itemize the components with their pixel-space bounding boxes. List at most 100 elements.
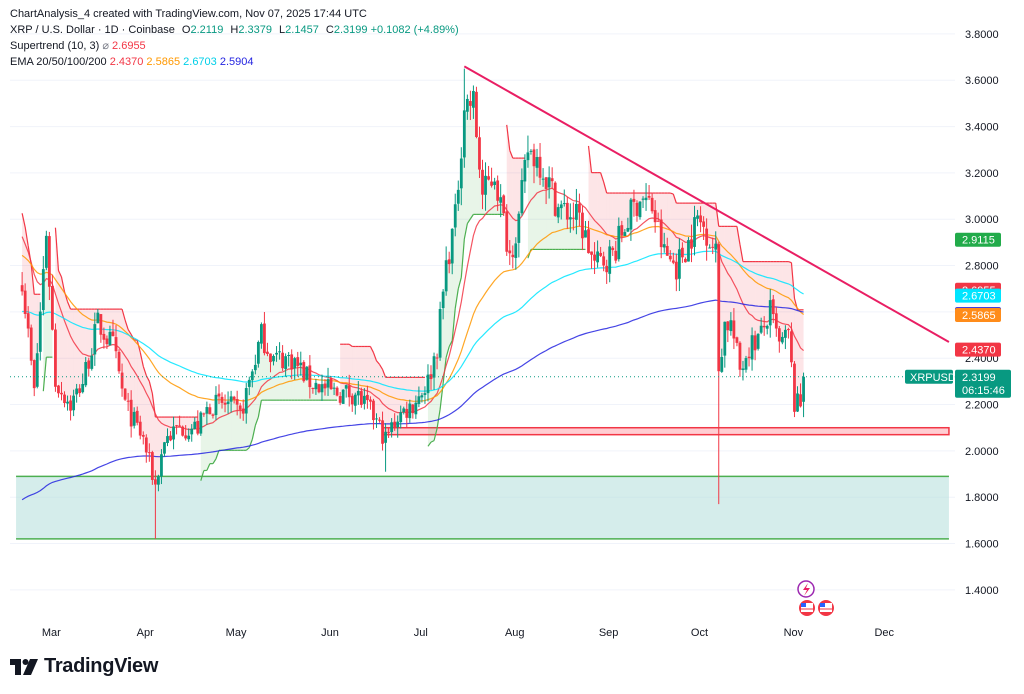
low-value: 2.1457 — [285, 24, 319, 36]
candle-body — [347, 385, 351, 398]
supertrend-fill — [270, 357, 274, 401]
high-label: H — [230, 24, 239, 36]
candle-body — [296, 357, 300, 366]
x-tick-label: Nov — [784, 627, 804, 639]
candle-body — [611, 247, 615, 251]
supertrend-line — [603, 181, 608, 194]
supertrend-fill — [276, 351, 280, 401]
price-tag-2.4370: 2.4370 — [955, 342, 1001, 357]
candle-body — [378, 419, 381, 421]
candle-body — [217, 393, 221, 397]
supertrend-line — [121, 308, 126, 321]
candle-body — [514, 243, 518, 258]
candle-body — [532, 149, 536, 167]
supertrend-line — [788, 261, 792, 264]
symbol-row[interactable]: XRP / U.S. Dollar · 1D · Coinbase O2.211… — [10, 22, 459, 38]
candle-body — [771, 299, 775, 315]
lightning-event-icon[interactable] — [797, 580, 815, 598]
supertrend-fill — [621, 193, 625, 235]
candle-body — [32, 360, 36, 389]
candle-body — [620, 225, 624, 236]
candle-body — [574, 203, 578, 220]
supertrend-fill — [682, 203, 686, 261]
candle-body — [756, 333, 760, 349]
candle-body — [396, 421, 400, 428]
supertrend-line — [457, 277, 462, 290]
candle-body — [450, 228, 454, 264]
supertrend-line — [587, 145, 593, 173]
candle-body — [662, 244, 666, 248]
candle-body — [272, 355, 275, 362]
candle-body — [387, 431, 391, 433]
supertrend-line — [790, 262, 796, 299]
candle-body — [747, 356, 751, 359]
supertrend-fill — [409, 377, 413, 411]
supertrend-fill — [67, 301, 71, 406]
candle-body — [472, 91, 475, 108]
candle-body — [614, 250, 618, 261]
candle-body — [393, 421, 397, 428]
supertrend-fill — [149, 381, 153, 467]
candle-body — [711, 246, 715, 248]
tradingview-logo-icon — [10, 658, 38, 675]
candle-body — [293, 358, 297, 369]
candle-body — [51, 285, 54, 330]
supertrend-fill — [646, 193, 650, 199]
supertrend-fill — [597, 172, 601, 257]
supertrend-line — [257, 400, 262, 418]
candle-body — [263, 323, 266, 354]
candle-body — [593, 254, 596, 261]
candle-body — [665, 245, 669, 256]
supertrend-line — [60, 276, 66, 292]
candle-body — [638, 201, 642, 218]
tradingview-logo[interactable]: TradingView — [10, 655, 158, 678]
supertrend-fill — [61, 276, 65, 399]
supertrend-fill — [785, 261, 789, 334]
supertrend-fill — [512, 158, 516, 256]
candle-body — [668, 255, 672, 260]
candle-body — [417, 396, 421, 404]
candle-body — [777, 328, 781, 342]
candle-body — [278, 351, 281, 353]
visibility-icon[interactable]: ⌀ — [102, 40, 109, 52]
candle-body — [229, 396, 233, 402]
candle-body — [629, 199, 633, 230]
supertrend-line — [372, 352, 378, 361]
candle-body — [717, 244, 721, 372]
us-flag-event-icon[interactable] — [799, 600, 815, 616]
price-tag-2.9115: 2.9115 — [955, 232, 1001, 247]
candle-body — [90, 355, 94, 369]
candle-body — [496, 180, 500, 201]
candle-body — [571, 217, 575, 219]
supertrend-line — [427, 441, 432, 447]
supertrend-line — [254, 416, 259, 426]
candle-body — [732, 320, 736, 339]
candle-body — [684, 258, 687, 263]
candle-body — [553, 182, 557, 216]
supertrend-fill — [400, 377, 404, 418]
supertrend-fill — [530, 151, 534, 250]
supertrend-fill — [388, 377, 392, 433]
supertrend-legend[interactable]: Supertrend (10, 3) ⌀ 2.6955 — [10, 38, 459, 54]
candle-body — [269, 353, 272, 363]
close-value: 2.3199 — [333, 24, 368, 36]
candle-body — [505, 211, 509, 252]
candle-body — [459, 158, 463, 189]
candle-body — [250, 371, 254, 381]
supertrend-fill — [761, 261, 765, 330]
us-flag-event-icon-2[interactable] — [818, 600, 834, 616]
supertrend-fill — [352, 346, 356, 401]
candle-body — [490, 181, 493, 186]
candle-body — [493, 181, 497, 186]
supertrend-fill — [688, 203, 692, 251]
ema-legend[interactable]: EMA 20/50/100/200 2.4370 2.5865 2.6703 2… — [10, 54, 459, 70]
candle-body — [735, 337, 739, 343]
supertrend-fill — [709, 203, 713, 248]
change-value: +0.1082 (+4.89%) — [370, 24, 459, 36]
price-tag-2.5865: 2.5865 — [955, 308, 1001, 323]
supertrend-fill — [255, 352, 259, 426]
candle-body — [341, 389, 345, 404]
event-icons — [797, 580, 834, 616]
candle-body — [738, 342, 742, 370]
